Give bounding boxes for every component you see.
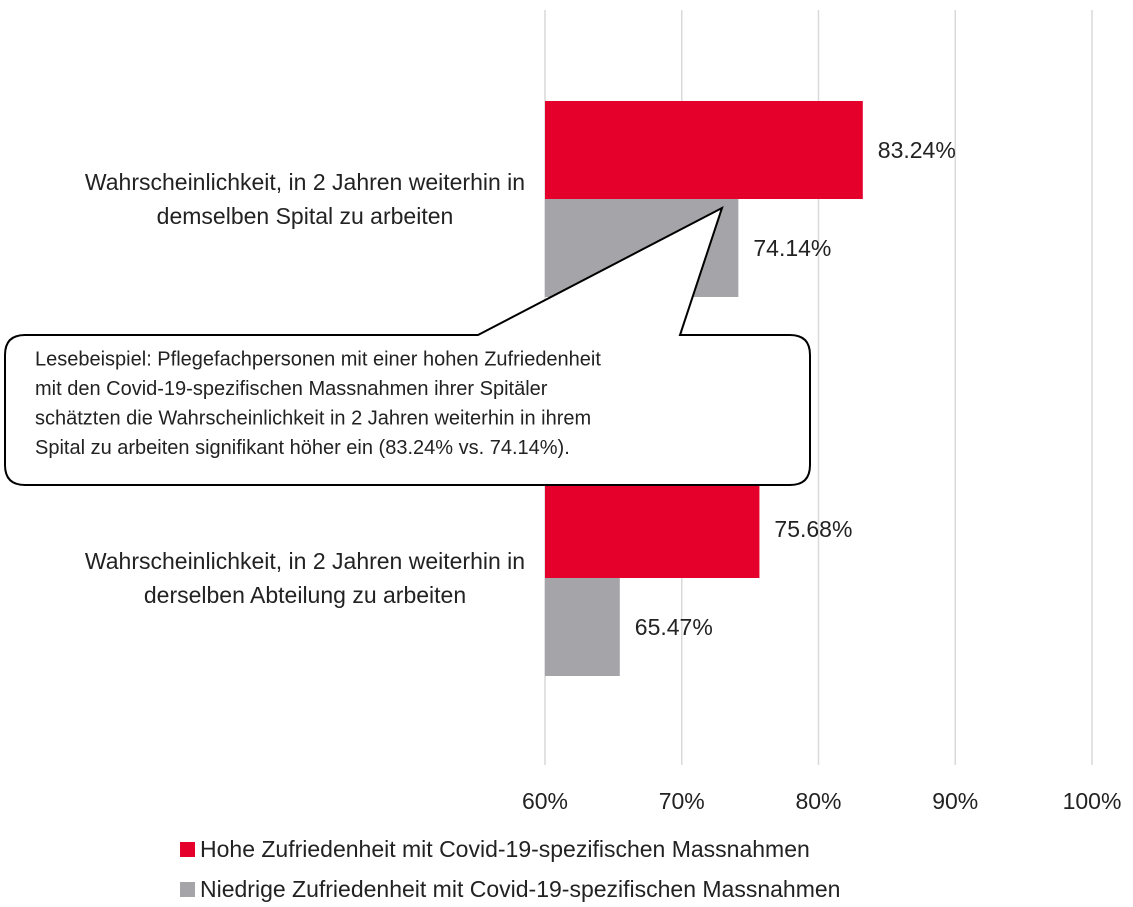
value-label: 83.24% [878, 137, 956, 163]
category-label: Wahrscheinlichkeit, in 2 Jahren weiterhi… [84, 548, 526, 608]
x-tick-label: 90% [932, 788, 978, 814]
legend-swatch [180, 842, 195, 857]
annotation-text: schätzten die Wahrscheinlichkeit in 2 Ja… [35, 407, 591, 429]
bar [545, 480, 760, 578]
value-label: 75.68% [774, 516, 852, 542]
value-label: 65.47% [635, 614, 713, 640]
annotation-text: Spital zu arbeiten signifikant höher ein… [35, 437, 570, 459]
x-tick-label: 100% [1063, 788, 1122, 814]
legend-swatch [180, 882, 195, 897]
annotation-text: mit den Covid-19-spezifischen Massnahmen… [35, 378, 548, 400]
x-tick-label: 60% [522, 788, 568, 814]
bar [545, 101, 863, 199]
annotation-text: Lesebeispiel: Pflegefachpersonen mit ein… [35, 348, 601, 370]
legend-label: Hohe Zufriedenheit mit Covid-19-spezifis… [200, 836, 810, 862]
x-tick-label: 70% [659, 788, 705, 814]
legend-label: Niedrige Zufriedenheit mit Covid-19-spez… [200, 876, 840, 902]
category-label: Wahrscheinlichkeit, in 2 Jahren weiterhi… [84, 169, 526, 229]
value-label: 74.14% [753, 235, 831, 261]
bar [545, 578, 620, 676]
x-tick-label: 80% [795, 788, 841, 814]
callout-box [4, 205, 811, 486]
